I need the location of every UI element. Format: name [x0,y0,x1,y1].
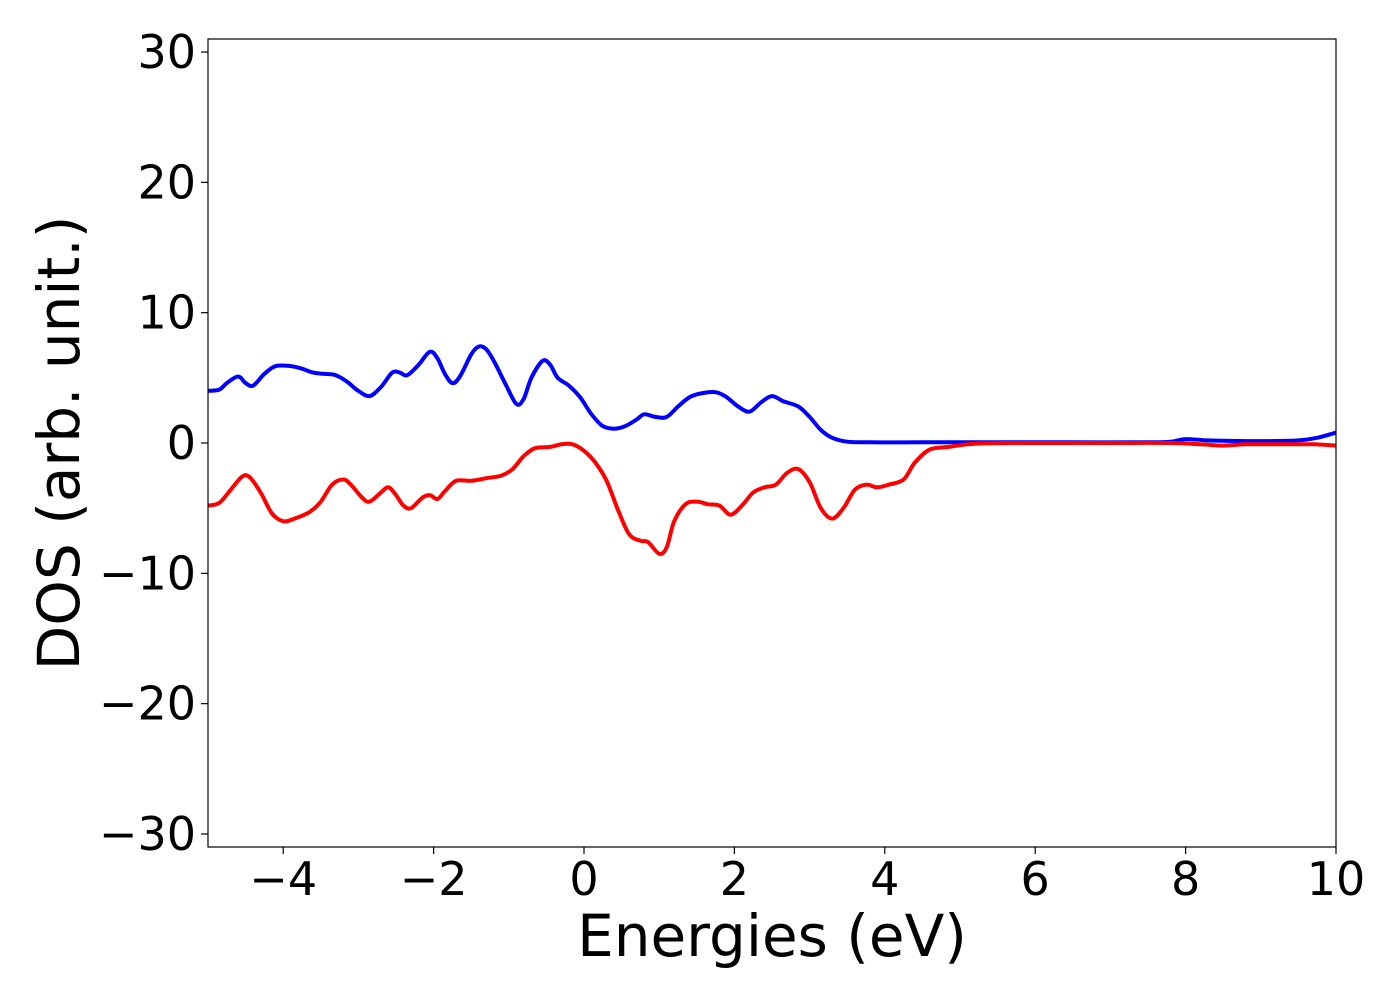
y-tick-label: −10 [99,546,196,600]
series-line-1 [207,344,1337,445]
x-tick-label: 10 [1307,852,1366,906]
y-tick-label: −30 [99,807,196,861]
y-axis-title: DOS (arb. unit.) [25,216,93,671]
y-tick-label: 30 [137,25,196,79]
x-tick-label: 8 [1171,852,1200,906]
y-tick-label: −20 [99,677,196,731]
x-tick-label: −4 [249,852,317,906]
y-tick-label: 20 [137,155,196,209]
y-tick-label: 0 [167,416,196,470]
x-tick-label: 2 [720,852,749,906]
series-line-2 [207,440,1337,556]
x-tick-label: −2 [400,852,468,906]
x-tick-label: 0 [569,852,598,906]
x-axis-title: Energies (eV) [577,902,967,970]
x-tick-label: 6 [1021,852,1050,906]
series-layer [207,344,1337,556]
y-tick-label: 10 [137,286,196,340]
x-tick-label: 4 [870,852,899,906]
